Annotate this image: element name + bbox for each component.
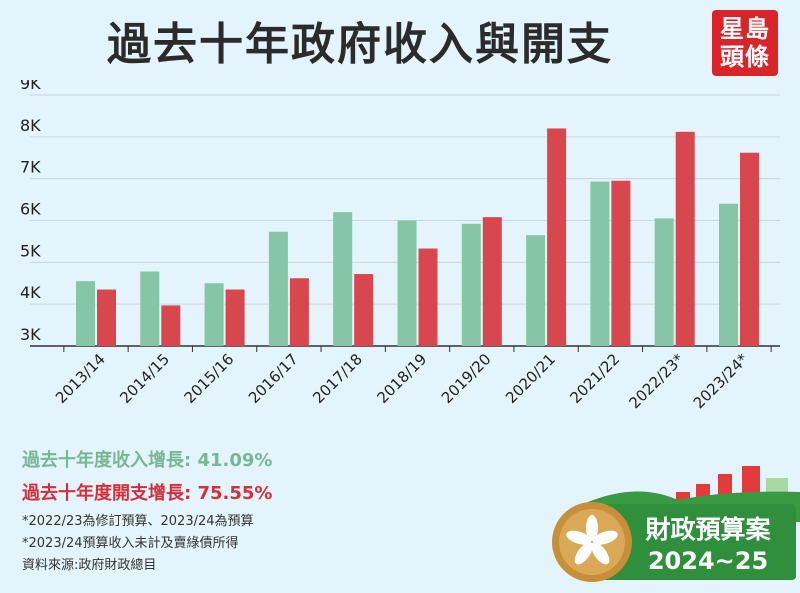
x-tick-label: 2017/18	[309, 350, 366, 407]
expenditure-bar	[161, 305, 181, 346]
x-tick-label: 2015/16	[181, 350, 238, 407]
expenditure-bar	[740, 152, 759, 346]
expenditure-growth: 過去十年度開支增長: 75.55%	[22, 479, 272, 505]
revenue-bar	[140, 271, 160, 346]
x-tick-label: 2023/24*	[690, 350, 752, 412]
expenditure-bar	[418, 248, 438, 346]
bauhinia-icon	[566, 515, 618, 565]
expenditure-bar	[225, 289, 245, 346]
revenue-bar	[461, 223, 481, 346]
revenue-bar	[397, 220, 417, 346]
x-tick-label: 2018/19	[374, 350, 431, 407]
x-tick-label: 2013/14	[52, 350, 109, 407]
expenditure-bar	[482, 217, 502, 346]
revenue-bar	[333, 212, 353, 346]
revenue-growth-label: 過去十年度收入增長:	[22, 450, 192, 471]
revenue-growth: 過去十年度收入增長: 41.09%	[22, 446, 272, 472]
y-tick-label: 5K	[20, 241, 41, 260]
revenue-growth-value: 41.09%	[197, 450, 273, 471]
expenditure-bar	[547, 128, 567, 346]
budget-badge: 財政預算案 2024~25	[552, 466, 800, 582]
expenditure-bar	[289, 278, 309, 346]
bars	[76, 128, 759, 346]
x-axis-labels: 2013/14 2014/15 2015/16 2016/17 2017/18 2018/…	[52, 346, 772, 412]
expenditure-bar	[354, 274, 374, 346]
logo-line2: 頭條	[720, 43, 770, 71]
revenue-bar	[76, 281, 95, 346]
revenue-bar	[526, 235, 546, 346]
x-tick-label: 2014/15	[116, 350, 173, 407]
y-axis-labels: 3K 4K 5K 6K 7K 8K 9K	[20, 80, 41, 344]
y-tick-label: 3K	[20, 325, 41, 344]
badge-year: 2024~25	[648, 547, 768, 575]
source-note: 資料來源:政府財政總目	[22, 558, 157, 573]
revenue-bar	[590, 181, 610, 346]
expenditure-bar	[675, 131, 695, 346]
x-tick-label: 2016/17	[245, 350, 302, 407]
y-tick-label: 9K	[20, 80, 41, 93]
expenditure-growth-label: 過去十年度開支增長:	[22, 483, 192, 504]
badge-title: 財政預算案	[645, 515, 771, 544]
expenditure-bar	[97, 289, 116, 346]
x-tick-label: 2020/21	[502, 350, 559, 407]
footnote: *2022/23為修訂預算、2023/24為預算	[22, 514, 254, 529]
x-tick-label: 2021/22	[566, 350, 623, 407]
expenditure-bar	[611, 180, 631, 346]
chart-title: 過去十年政府收入與開支	[107, 19, 613, 70]
y-tick-label: 4K	[20, 283, 41, 302]
expenditure-growth-value: 75.55%	[197, 483, 273, 504]
revenue-bar	[719, 203, 738, 346]
logo-line1: 星島	[720, 15, 770, 43]
y-tick-label: 8K	[20, 116, 41, 135]
y-tick-label: 7K	[20, 158, 41, 177]
bar-chart: 3K 4K 5K 6K 7K 8K 9K 2013/14 2014/15 2015/16 2016…	[20, 80, 780, 412]
revenue-bar	[268, 231, 288, 346]
y-tick-label: 6K	[20, 200, 41, 219]
x-tick-label: 2019/20	[438, 350, 495, 407]
news-logo: 星島 頭條	[712, 10, 778, 76]
footnote: *2023/24預算收入未計及賣綠債所得	[22, 536, 239, 551]
revenue-bar	[654, 218, 674, 346]
x-tick-label: 2022/23*	[625, 350, 687, 412]
revenue-bar	[204, 283, 224, 346]
